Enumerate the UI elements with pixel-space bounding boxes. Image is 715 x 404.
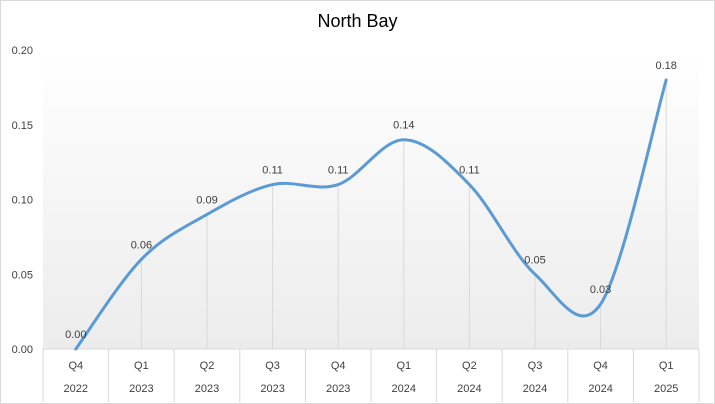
x-tick-label-year: 2024 — [588, 383, 612, 395]
data-label: 0.03 — [590, 284, 611, 296]
data-label: 0.00 — [65, 329, 86, 341]
y-tick-label: 0.00 — [12, 344, 33, 356]
data-label: 0.09 — [196, 194, 217, 206]
series-line — [74, 78, 668, 351]
x-tick-label-quarter: Q1 — [659, 360, 674, 372]
x-tick-label-quarter: Q3 — [528, 360, 543, 372]
y-tick-label: 0.05 — [12, 269, 33, 281]
x-tick-label-year: 2022 — [64, 383, 88, 395]
data-label: 0.11 — [328, 165, 349, 177]
x-tick-label-year: 2024 — [523, 383, 547, 395]
data-label: 0.06 — [131, 239, 152, 251]
x-tick-label-quarter: Q4 — [593, 360, 608, 372]
x-tick-label-year: 2025 — [654, 383, 678, 395]
x-tick-label-year: 2023 — [129, 383, 153, 395]
x-tick-label-quarter: Q1 — [396, 360, 411, 372]
data-label: 0.05 — [524, 254, 545, 266]
x-tick-label-quarter: Q4 — [68, 360, 83, 372]
x-tick-label-quarter: Q2 — [200, 360, 215, 372]
x-tick-label-quarter: Q4 — [331, 360, 346, 372]
data-label: 0.11 — [262, 165, 283, 177]
y-tick-label: 0.20 — [12, 45, 33, 57]
data-label: 0.14 — [393, 120, 414, 132]
y-tick-label: 0.15 — [12, 120, 33, 132]
x-tick-label-year: 2024 — [457, 383, 481, 395]
x-tick-label-year: 2023 — [260, 383, 284, 395]
x-tick-label-quarter: Q1 — [134, 360, 149, 372]
x-tick-label-quarter: Q2 — [462, 360, 477, 372]
chart-title: North Bay — [317, 11, 398, 31]
y-tick-label: 0.10 — [12, 195, 33, 207]
x-tick-label-year: 2024 — [392, 383, 416, 395]
x-tick-label-year: 2023 — [195, 383, 219, 395]
x-tick-label-year: 2023 — [326, 383, 350, 395]
plot-area — [43, 50, 699, 349]
x-tick-label-quarter: Q3 — [265, 360, 280, 372]
data-label: 0.11 — [459, 165, 480, 177]
data-label: 0.18 — [655, 60, 676, 72]
